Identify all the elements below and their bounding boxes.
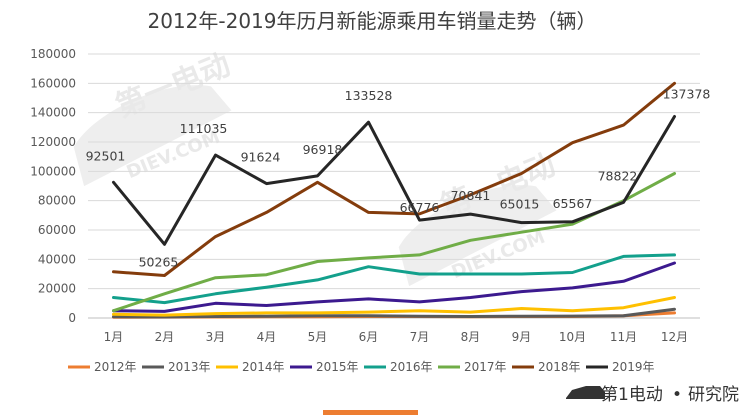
legend-label: 2017年	[464, 360, 507, 374]
y-tick-label: 180000	[30, 47, 76, 61]
x-tick-label: 4月	[257, 330, 277, 344]
legend: 2012年 2013年 2014年 2015年 2016年 2017年 2018年 2019年	[68, 360, 655, 374]
series-line-2016年	[112, 253, 676, 305]
data-label: 137378	[663, 87, 711, 102]
data-label: 70841	[451, 188, 491, 203]
data-label: 66776	[400, 200, 440, 215]
x-tick-label: 9月	[512, 330, 532, 344]
data-label: 96918	[303, 142, 343, 157]
y-tick-label: 20000	[38, 282, 76, 296]
car-watermark-icon	[73, 85, 232, 187]
x-tick-label: 5月	[308, 330, 328, 344]
x-axis: 1月 2月 3月 4月 5月 6月 7月 8月 9月 10月 11月 12月	[104, 330, 688, 344]
data-label: 65567	[553, 196, 593, 211]
x-tick-label: 2月	[155, 330, 175, 344]
y-tick-label: 100000	[30, 164, 76, 178]
x-tick-label: 3月	[206, 330, 226, 344]
footer-brand: 第1电动 • 研究院	[566, 385, 739, 405]
data-label: 91624	[241, 150, 281, 165]
x-tick-label: 12月	[661, 330, 688, 344]
data-label: 50265	[139, 254, 179, 269]
data-label: 65015	[500, 197, 540, 212]
car-logo-icon	[566, 386, 605, 399]
car-watermark-icon	[398, 185, 557, 287]
series-lines	[112, 81, 676, 319]
series-line-2018年	[112, 81, 676, 277]
data-label: 92501	[86, 148, 126, 163]
data-label: 111035	[180, 121, 228, 136]
y-tick-label: 80000	[38, 194, 76, 208]
data-label: 78822	[598, 168, 638, 183]
y-axis: 0 20000 40000 60000 80000 100000 120000 140000 1…	[30, 47, 76, 325]
y-tick-label: 120000	[30, 135, 76, 149]
x-tick-label: 7月	[410, 330, 430, 344]
x-tick-label: 6月	[359, 330, 379, 344]
chart-title: 2012年-2019年历月新能源乘用车销量走势（辆）	[147, 9, 596, 33]
y-tick-label: 60000	[38, 223, 76, 237]
data-label: 133528	[345, 88, 393, 103]
series-line-2017年	[112, 172, 676, 313]
footer-suffix: 研究院	[688, 385, 739, 405]
y-tick-label: 140000	[30, 106, 76, 120]
series-line-2019年	[112, 115, 676, 246]
legend-label: 2012年	[94, 360, 137, 374]
legend-label: 2015年	[316, 360, 359, 374]
legend-label: 2019年	[612, 360, 655, 374]
series-line-2014年	[112, 296, 676, 317]
data-labels: 92501 50265 111035 91624 96918 133528 66776 708…	[86, 87, 711, 270]
series-line-2013年	[112, 307, 676, 319]
y-tick-label: 0	[68, 311, 76, 325]
y-tick-label: 40000	[38, 252, 76, 266]
x-tick-label: 10月	[559, 330, 586, 344]
accent-bar	[323, 410, 418, 415]
legend-label: 2013年	[168, 360, 211, 374]
x-tick-label: 1月	[104, 330, 124, 344]
legend-label: 2018年	[538, 360, 581, 374]
footer-brand-name: 第1电动	[601, 385, 663, 405]
x-tick-label: 11月	[610, 330, 637, 344]
legend-label: 2014年	[242, 360, 285, 374]
series-line-2015年	[112, 261, 676, 313]
y-tick-label: 160000	[30, 76, 76, 90]
legend-label: 2016年	[390, 360, 433, 374]
x-tick-label: 8月	[461, 330, 481, 344]
footer-separator: •	[672, 385, 682, 405]
